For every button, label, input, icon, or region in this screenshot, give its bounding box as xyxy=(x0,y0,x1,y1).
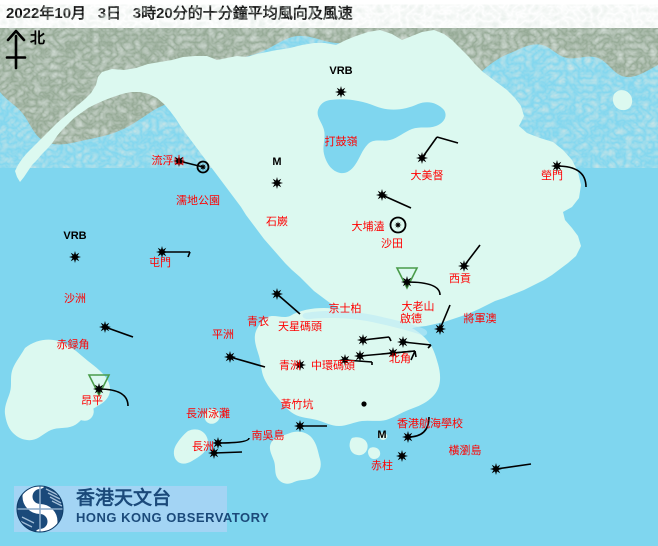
svg-text:VRB: VRB xyxy=(63,230,86,242)
svg-text:大美督: 大美督 xyxy=(411,168,444,182)
svg-text:屯門: 屯門 xyxy=(149,256,171,269)
svg-text:流浮山: 流浮山 xyxy=(152,153,185,167)
svg-text:M: M xyxy=(377,429,386,441)
svg-text:赤録角: 赤録角 xyxy=(57,337,90,351)
svg-text:青洲: 青洲 xyxy=(279,359,301,372)
svg-text:HONG KONG OBSERVATORY: HONG KONG OBSERVATORY xyxy=(76,510,269,525)
svg-text:將軍澳: 將軍澳 xyxy=(464,311,497,325)
svg-text:塋門: 塋門 xyxy=(541,168,563,182)
svg-text:M: M xyxy=(272,156,281,168)
svg-text:青衣: 青衣 xyxy=(247,314,269,328)
svg-text:石嶡: 石嶡 xyxy=(266,215,288,228)
svg-text:啟德: 啟德 xyxy=(400,311,422,325)
svg-text:沙田: 沙田 xyxy=(381,237,403,250)
svg-text:赤柱: 赤柱 xyxy=(371,458,393,472)
svg-text:長洲泳灘: 長洲泳灘 xyxy=(186,406,230,420)
svg-text:黃竹坑: 黃竹坑 xyxy=(281,397,314,411)
svg-text:昂平: 昂平 xyxy=(81,394,103,407)
svg-text:長洲: 長洲 xyxy=(192,440,214,453)
svg-text:北: 北 xyxy=(30,30,45,47)
svg-text:中環碼頭: 中環碼頭 xyxy=(311,359,355,372)
svg-text:北角: 北角 xyxy=(389,352,411,365)
svg-text:濡地公園: 濡地公園 xyxy=(176,194,220,207)
svg-text:平洲: 平洲 xyxy=(212,329,234,341)
svg-text:香港航海學校: 香港航海學校 xyxy=(397,416,463,430)
svg-text:2022年10月 3日 3時20分的十分鐘平均風向及風速: 2022年10月 3日 3時20分的十分鐘平均風向及風速 xyxy=(6,4,353,22)
svg-text:南吳島: 南吳島 xyxy=(252,428,285,442)
svg-text:天星碼頭: 天星碼頭 xyxy=(278,320,322,333)
svg-text:大埔溘: 大埔溘 xyxy=(352,219,385,233)
svg-text:VRB: VRB xyxy=(329,65,352,77)
svg-text:香港天文台: 香港天文台 xyxy=(75,486,171,509)
svg-text:京士柏: 京士柏 xyxy=(329,301,362,315)
svg-text:沙洲: 沙洲 xyxy=(64,292,86,305)
svg-text:西貢: 西貢 xyxy=(449,272,471,285)
svg-text:大老山: 大老山 xyxy=(402,299,435,313)
svg-text:橫瀏島: 橫瀏島 xyxy=(449,443,482,457)
svg-text:打鼓嶺: 打鼓嶺 xyxy=(325,134,358,148)
